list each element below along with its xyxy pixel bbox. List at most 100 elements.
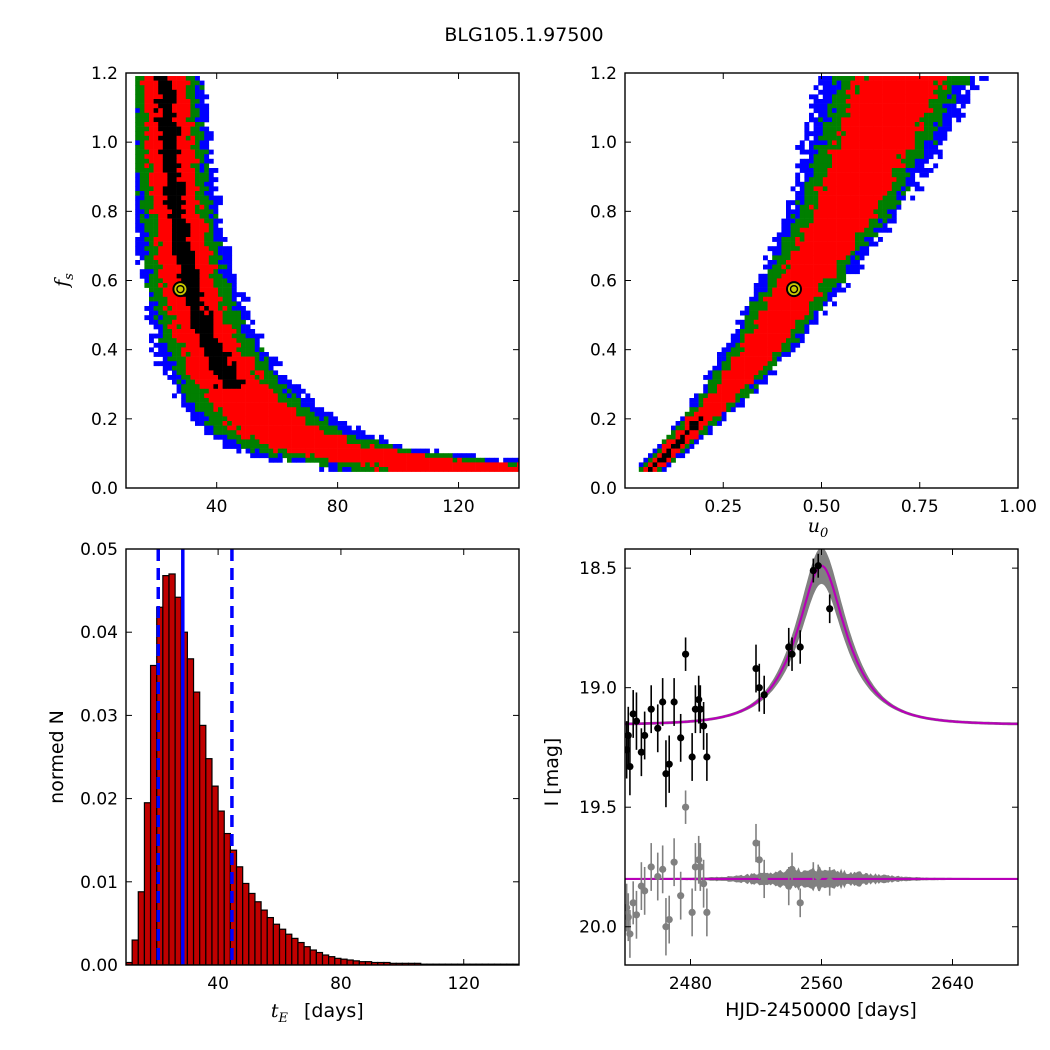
- posterior-cell: [231, 273, 237, 279]
- posterior-cell: [753, 306, 759, 311]
- posterior-cell: [172, 172, 177, 178]
- posterior-cell: [813, 135, 819, 141]
- posterior-cell: [818, 237, 824, 242]
- posterior-cell: [158, 154, 164, 160]
- posterior-cell: [222, 301, 228, 307]
- posterior-cell: [781, 292, 787, 298]
- posterior-cell: [905, 181, 911, 187]
- posterior-cell: [850, 209, 856, 215]
- posterior-cell: [928, 80, 934, 86]
- posterior-cell: [855, 246, 860, 252]
- histogram-bar: [248, 892, 256, 965]
- posterior-cell: [868, 76, 874, 81]
- posterior-cell: [287, 448, 292, 454]
- posterior-cell: [855, 237, 860, 242]
- posterior-cell: [763, 278, 768, 284]
- posterior-cell: [466, 462, 472, 468]
- posterior-cell: [910, 99, 916, 104]
- posterior-cell: [190, 158, 196, 164]
- posterior-cell: [864, 181, 870, 187]
- posterior-cell: [158, 122, 164, 127]
- posterior-cell: [162, 283, 168, 288]
- posterior-cell: [176, 329, 182, 334]
- posterior-cell: [799, 264, 805, 270]
- posterior-cell: [864, 76, 870, 81]
- posterior-cell: [199, 149, 205, 155]
- posterior-cell: [227, 296, 233, 302]
- posterior-cell: [937, 89, 943, 95]
- posterior-cell: [273, 457, 279, 463]
- posterior-cell: [181, 237, 187, 242]
- posterior-cell: [919, 140, 925, 146]
- posterior-cell: [776, 246, 782, 252]
- posterior-cell: [937, 103, 943, 109]
- posterior-cell: [864, 168, 870, 173]
- posterior-cell: [717, 352, 722, 357]
- posterior-cell: [832, 122, 837, 127]
- posterior-cell: [158, 333, 164, 339]
- posterior-cell: [924, 158, 929, 164]
- posterior-cell: [703, 402, 709, 408]
- posterior-cell: [795, 177, 801, 183]
- posterior-cell: [204, 131, 210, 137]
- posterior-cell: [758, 333, 764, 339]
- posterior-cell: [319, 453, 325, 459]
- posterior-cell: [162, 301, 168, 307]
- posterior-cell: [744, 365, 750, 371]
- posterior-cell: [158, 112, 164, 118]
- posterior-cell: [910, 80, 916, 86]
- posterior-cell: [845, 80, 851, 86]
- histogram-bar: [186, 658, 195, 965]
- posterior-cell: [799, 260, 805, 265]
- posterior-cell: [199, 407, 205, 413]
- posterior-cell: [901, 195, 906, 201]
- posterior-cell: [268, 365, 274, 371]
- posterior-cell: [139, 145, 145, 150]
- posterior-cell: [896, 89, 902, 95]
- posterior-cell: [924, 85, 929, 91]
- posterior-cell: [730, 402, 736, 408]
- posterior-cell: [273, 402, 279, 408]
- posterior-cell: [333, 430, 338, 436]
- posterior-cell: [452, 457, 458, 463]
- posterior-cell: [868, 168, 874, 173]
- posterior-cell: [195, 94, 200, 100]
- posterior-cell: [185, 365, 191, 371]
- posterior-cell: [185, 315, 191, 321]
- posterior-cell: [905, 135, 911, 141]
- best-fit-marker: [172, 281, 189, 298]
- posterior-cell: [850, 117, 856, 123]
- posterior-cell: [158, 85, 164, 91]
- posterior-cell: [190, 177, 196, 183]
- posterior-cell: [222, 361, 228, 367]
- posterior-cell: [933, 145, 939, 150]
- posterior-cell: [813, 237, 819, 242]
- posterior-cell: [259, 384, 265, 390]
- posterior-cell: [245, 407, 251, 413]
- posterior-cell: [882, 99, 888, 104]
- posterior-cell: [776, 264, 782, 270]
- posterior-cell: [855, 135, 860, 141]
- posterior-cell: [181, 172, 187, 178]
- posterior-cell: [744, 310, 750, 316]
- posterior-cell: [135, 227, 141, 233]
- posterior-cell: [135, 131, 141, 137]
- posterior-cell: [735, 393, 741, 399]
- posterior-cell: [167, 158, 173, 164]
- posterior-cell: [195, 379, 200, 385]
- posterior-cell: [172, 296, 177, 302]
- posterior-cell: [795, 333, 801, 339]
- posterior-cell: [891, 149, 897, 155]
- posterior-cell: [836, 126, 842, 132]
- posterior-cell: [144, 149, 150, 155]
- posterior-cell: [970, 76, 975, 81]
- posterior-cell: [804, 181, 810, 187]
- posterior-cell: [199, 352, 205, 357]
- posterior-cell: [162, 342, 168, 348]
- posterior-cell: [795, 278, 801, 284]
- posterior-cell: [960, 112, 966, 118]
- posterior-cell: [832, 227, 837, 233]
- posterior-cell: [310, 448, 315, 454]
- posterior-cell: [836, 237, 842, 242]
- posterior-cell: [181, 250, 187, 256]
